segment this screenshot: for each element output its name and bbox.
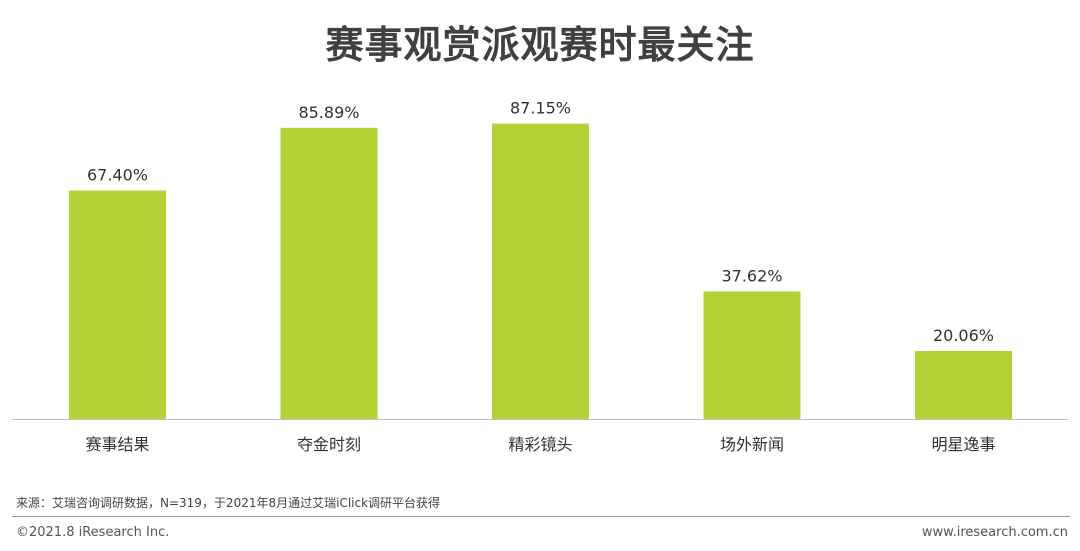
bar-5: [915, 350, 1012, 419]
website-link[interactable]: www.iresearch.com.cn: [921, 525, 1068, 540]
footer-divider: [12, 516, 1070, 517]
bars-group: [69, 123, 1012, 420]
value-label-5: 20.06%: [933, 326, 994, 345]
bar-2: [280, 127, 378, 420]
value-label-4: 37.62%: [721, 266, 782, 285]
bar-4: [703, 291, 801, 419]
copyright-text: ©2021.8 iResearch Inc.: [16, 525, 170, 540]
category-label-3: 精彩镜头: [508, 435, 572, 454]
value-labels-group: 67.40% 85.89% 87.15% 37.62% 20.06%: [87, 99, 994, 345]
source-note: 来源：艾瑞咨询调研数据，N=319，于2021年8月通过艾瑞iClick调研平台…: [16, 496, 441, 510]
value-label-3: 87.15%: [510, 99, 571, 118]
chart-title: 赛事观赏派观赛时最关注: [325, 23, 755, 67]
category-label-2: 夺金时刻: [297, 435, 361, 454]
bar-1: [69, 190, 166, 419]
value-label-1: 67.40%: [87, 166, 148, 185]
bar-chart: 67.40% 85.89% 87.15% 37.62% 20.06% 赛事结果 夺金时刻 精…: [12, 99, 1068, 454]
category-labels-group: 赛事结果 夺金时刻 精彩镜头 场外新闻 明星逸事: [85, 435, 995, 454]
category-label-5: 明星逸事: [931, 435, 995, 454]
bar-3: [492, 123, 589, 420]
category-label-1: 赛事结果: [85, 435, 149, 454]
value-label-2: 85.89%: [298, 103, 359, 122]
category-label-4: 场外新闻: [720, 435, 784, 454]
